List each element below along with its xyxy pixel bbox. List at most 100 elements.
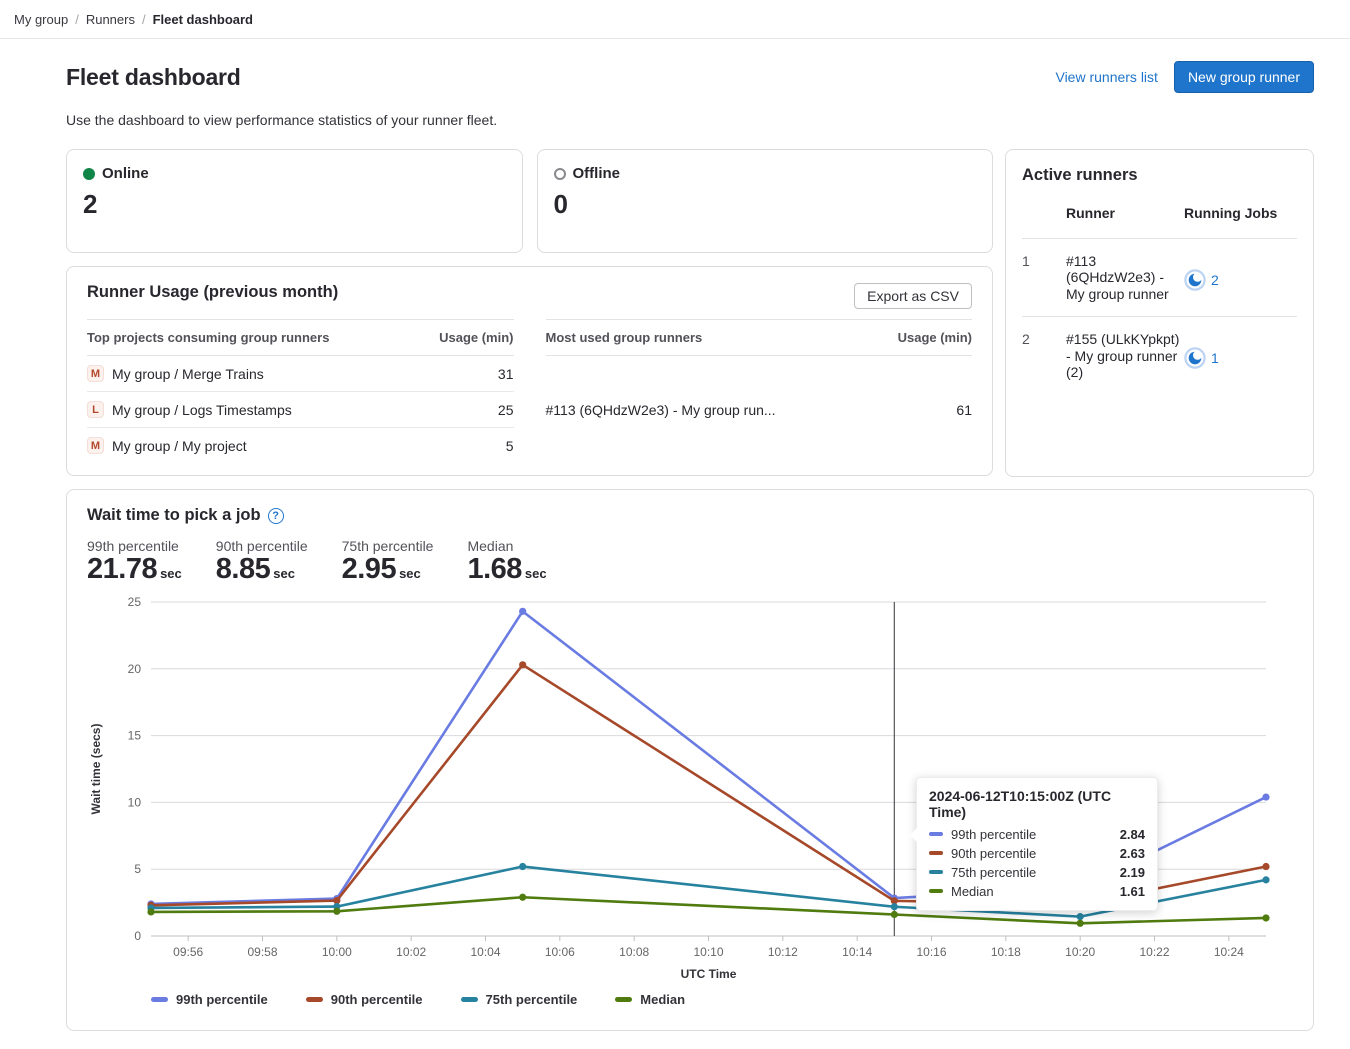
svg-text:5: 5: [134, 862, 141, 876]
page-title: Fleet dashboard: [66, 63, 241, 90]
svg-text:10:10: 10:10: [693, 945, 723, 959]
usage-min-header: Usage (min): [413, 319, 514, 356]
legend-item-median[interactable]: Median: [615, 992, 685, 1007]
running-jobs-column-header: Running Jobs: [1184, 205, 1278, 221]
svg-text:10:12: 10:12: [768, 945, 798, 959]
legend-item-99th[interactable]: 99th percentile: [151, 992, 268, 1007]
active-runners-title: Active runners: [1022, 166, 1138, 184]
project-avatar: M: [87, 437, 104, 454]
series-swatch-icon: [929, 870, 943, 875]
svg-text:10: 10: [128, 795, 142, 809]
help-icon[interactable]: ?: [267, 507, 284, 524]
breadcrumb: My group / Runners / Fleet dashboard: [0, 0, 1350, 39]
svg-text:10:04: 10:04: [470, 945, 500, 959]
online-status-dot-icon: [83, 167, 95, 180]
breadcrumb-separator: /: [141, 11, 146, 27]
project-usage: 5: [413, 427, 514, 463]
svg-text:25: 25: [128, 595, 142, 609]
page-description: Use the dashboard to view performance st…: [66, 112, 498, 128]
svg-text:Wait time (secs): Wait time (secs): [89, 723, 103, 814]
legend-item-75th[interactable]: 75th percentile: [460, 992, 577, 1007]
project-usage: 25: [413, 391, 514, 428]
chart-tooltip: 2024-06-12T10:15:00Z (UTC Time) 99th per…: [910, 776, 1158, 911]
svg-text:15: 15: [128, 728, 142, 742]
active-runners-card: Active runners Runner Running Jobs 1 #11…: [1005, 149, 1314, 477]
offline-label: Offline: [572, 165, 621, 182]
runner-rank: 1: [1022, 237, 1066, 317]
svg-text:10:18: 10:18: [991, 945, 1021, 959]
stat-median: Median 1.68 sec: [467, 538, 547, 585]
svg-text:10:02: 10:02: [396, 945, 426, 959]
table-row: L My group / Logs Timestamps 25: [87, 391, 514, 428]
tooltip-title: 2024-06-12T10:15:00Z (UTC Time): [929, 787, 1112, 820]
runner-usage-title: Runner Usage (previous month): [87, 283, 339, 301]
svg-text:10:14: 10:14: [842, 945, 872, 959]
svg-text:10:20: 10:20: [1065, 945, 1095, 959]
breadcrumb-current: Fleet dashboard: [152, 11, 254, 27]
project-avatar: L: [87, 401, 104, 418]
svg-text:0: 0: [134, 929, 141, 943]
index-column-header: [1022, 193, 1066, 238]
runner-usage-value: 61: [956, 401, 972, 418]
breadcrumb-runners[interactable]: Runners: [85, 11, 135, 27]
project-name: My group / My project: [112, 437, 247, 454]
table-row: 1 #113 (6QHdzW2e3) - My group runner 2: [1022, 237, 1297, 317]
wait-time-chart-card: Wait time to pick a job ? 99th percentil…: [66, 489, 1314, 1031]
runner-column-header: Runner: [1066, 205, 1115, 221]
series-swatch-icon: [460, 996, 478, 1002]
breadcrumb-my-group[interactable]: My group: [14, 11, 69, 27]
svg-text:UTC Time: UTC Time: [681, 967, 737, 981]
project-usage: 31: [497, 365, 514, 382]
series-swatch-icon: [929, 889, 943, 894]
running-jobs-count-link[interactable]: 2: [1211, 271, 1219, 288]
runner-rank: 2: [1022, 316, 1066, 395]
svg-text:09:56: 09:56: [173, 945, 203, 959]
series-swatch-icon: [929, 832, 943, 837]
table-row: M My group / Merge Trains 31: [87, 356, 514, 392]
usage-min-header: Usage (min): [867, 319, 972, 356]
svg-text:10:24: 10:24: [1214, 945, 1244, 959]
running-status-icon: [1184, 347, 1206, 369]
new-group-runner-button[interactable]: New group runner: [1173, 61, 1314, 93]
svg-text:10:16: 10:16: [916, 945, 946, 959]
project-name: My group / Merge Trains: [112, 365, 264, 382]
running-jobs-count-link[interactable]: 1: [1211, 350, 1219, 367]
series-swatch-icon: [305, 996, 323, 1002]
wait-time-line-chart[interactable]: 0 5 10 15 20 25 09:56 09:58 10:00 10:02 10:04 10:06…: [87, 594, 1293, 990]
runner-name: #113 (6QHdzW2e3) - My group runner: [1066, 237, 1184, 317]
table-row: 2 #155 (ULkKYpkpt) - My group runner (2)…: [1022, 316, 1297, 395]
stat-99th-percentile: 99th percentile 21.78 sec: [87, 538, 182, 585]
runner-name: #155 (ULkKYpkpt) - My group runner (2): [1066, 316, 1184, 395]
offline-count: 0: [553, 189, 568, 219]
svg-text:20: 20: [128, 662, 142, 676]
table-row: M My group / My project 5: [87, 427, 514, 463]
wait-time-chart-title: Wait time to pick a job: [87, 506, 261, 524]
svg-text:10:08: 10:08: [619, 945, 649, 959]
chart-legend: 99th percentile 90th percentile 75th per…: [151, 992, 1293, 1007]
svg-text:10:22: 10:22: [1139, 945, 1169, 959]
online-label: Online: [102, 165, 149, 182]
offline-runners-card: Offline 0: [536, 149, 993, 253]
export-csv-button[interactable]: Export as CSV: [854, 283, 972, 309]
svg-text:10:06: 10:06: [545, 945, 575, 959]
tooltip-row: 90th percentile 2.63: [929, 846, 1145, 861]
stat-75th-percentile: 75th percentile 2.95 sec: [341, 538, 434, 585]
running-status-icon: [1184, 268, 1206, 291]
legend-item-90th[interactable]: 90th percentile: [305, 992, 423, 1007]
breadcrumb-separator: /: [75, 11, 79, 27]
most-used-runners-table: Most used group runners Usage (min) #113…: [545, 319, 972, 463]
runner-usage-card: Runner Usage (previous month) Export as …: [66, 266, 993, 476]
most-used-runners-header: Most used group runners: [545, 319, 868, 356]
svg-text:09:58: 09:58: [247, 945, 277, 959]
series-swatch-icon: [615, 996, 633, 1002]
tooltip-row: Median 1.61: [929, 884, 1145, 899]
online-runners-card: Online 2: [66, 149, 523, 253]
tooltip-row: 75th percentile 2.19: [929, 865, 1145, 880]
online-count: 2: [83, 189, 98, 219]
svg-text:10:00: 10:00: [322, 945, 352, 959]
view-runners-list-link[interactable]: View runners list: [1055, 69, 1158, 85]
top-projects-table: Top projects consuming group runners Usa…: [87, 319, 514, 463]
stat-90th-percentile: 90th percentile 8.85 sec: [215, 538, 308, 585]
series-swatch-icon: [929, 851, 943, 856]
chart-canvas[interactable]: 0 5 10 15 20 25 09:56 09:58 10:00 10:02 10:04 10:06…: [87, 594, 1295, 990]
